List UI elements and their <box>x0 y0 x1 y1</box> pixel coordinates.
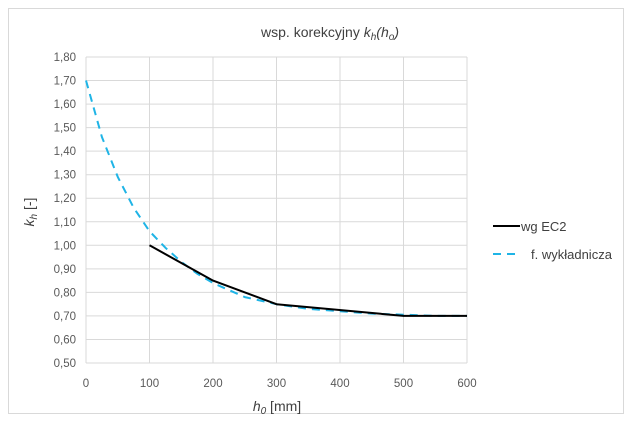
y-tick-label: 0,60 <box>54 334 76 346</box>
x-axis-label: h0 [mm] <box>253 398 301 417</box>
x-tick-label: 200 <box>203 378 222 390</box>
chart-frame <box>8 8 624 414</box>
y-tick-label: 1,00 <box>54 240 76 252</box>
x-tick-label: 500 <box>394 378 413 390</box>
y-tick-label: 1,60 <box>54 99 76 111</box>
y-tick-label: 0,70 <box>54 311 76 323</box>
y-axis-label: kh [-] <box>21 198 40 227</box>
y-tick-label: 1,20 <box>54 193 76 205</box>
x-tick-labels: 0 100 200 300 400 500 600 <box>83 378 477 390</box>
legend: wg EC2 f. wykładnicza <box>493 219 613 262</box>
y-tick-label: 0,80 <box>54 287 76 299</box>
y-tick-label: 1,80 <box>54 52 76 64</box>
grid <box>85 56 468 364</box>
legend-label-f-wykladnicza: f. wykładnicza <box>531 247 613 262</box>
y-tick-label: 1,40 <box>54 146 76 158</box>
x-tick-label: 100 <box>140 378 159 390</box>
y-tick-label: 0,50 <box>54 358 76 370</box>
x-tick-label: 600 <box>457 378 476 390</box>
y-tick-label: 1,10 <box>54 217 76 229</box>
series-lines <box>85 80 467 317</box>
y-tick-label: 0,90 <box>54 264 76 276</box>
x-tick-label: 300 <box>267 378 286 390</box>
legend-label-wg-ec2: wg EC2 <box>520 219 567 234</box>
y-tick-labels: 0,50 0,60 0,70 0,80 0,90 1,00 1,10 1,20 1,30 1,40… <box>54 52 76 370</box>
series-line-wg-ec2 <box>149 244 467 317</box>
x-tick-label: 400 <box>330 378 349 390</box>
chart-title: wsp. korekcyjny kh(ho) <box>260 24 399 43</box>
y-tick-label: 1,70 <box>54 76 76 88</box>
y-tick-label: 1,50 <box>54 123 76 135</box>
x-tick-label: 0 <box>83 378 89 390</box>
y-tick-label: 1,30 <box>54 170 76 182</box>
